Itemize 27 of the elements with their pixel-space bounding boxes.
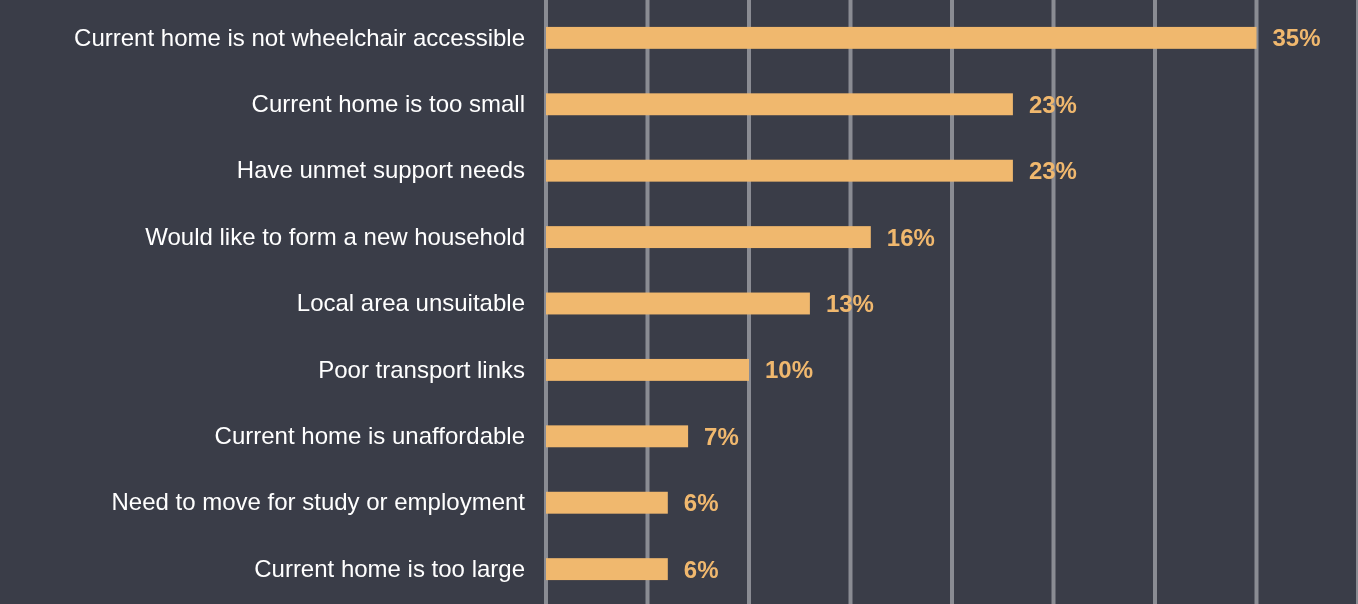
bar xyxy=(546,491,668,514)
data-label: 6% xyxy=(683,489,719,517)
data-label: 13% xyxy=(825,290,874,317)
bar xyxy=(546,358,749,381)
bar xyxy=(546,226,871,249)
y-tick-label: Would like to form a new household xyxy=(145,222,525,250)
bar xyxy=(546,26,1257,49)
y-tick-label: Have unmet support needs xyxy=(236,156,525,184)
data-label: 23% xyxy=(1028,90,1077,118)
y-tick-label: Current home is not wheelchair accessible xyxy=(74,23,525,51)
y-tick-label: Local area unsuitable xyxy=(296,289,525,317)
bar xyxy=(546,292,810,315)
data-label: 7% xyxy=(704,422,739,450)
bar xyxy=(546,558,668,581)
y-tick-label: Need to move for study or employment xyxy=(111,488,526,516)
y-tick-label: Poor transport links xyxy=(318,355,525,383)
data-label: 10% xyxy=(765,356,814,384)
y-tick-label: Current home is unaffordable xyxy=(214,421,525,449)
bar xyxy=(546,93,1013,116)
data-label: 6% xyxy=(683,555,719,583)
data-label: 16% xyxy=(886,223,935,251)
y-tick-label: Current home is too large xyxy=(254,554,525,582)
bar xyxy=(546,159,1013,182)
bar xyxy=(546,425,689,448)
data-label: 35% xyxy=(1272,24,1321,52)
y-tick-label: Current home is too small xyxy=(251,89,525,117)
data-label: 23% xyxy=(1028,157,1077,185)
